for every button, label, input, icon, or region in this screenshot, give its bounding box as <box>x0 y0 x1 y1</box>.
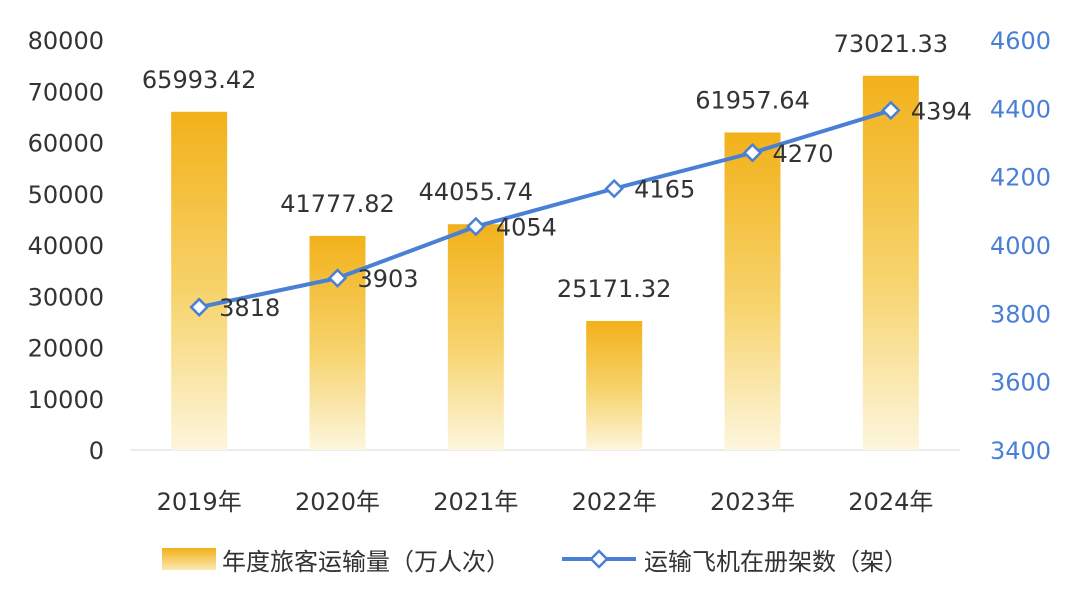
legend-bar-swatch <box>162 548 216 570</box>
line-marker <box>742 142 763 163</box>
y-left-tick-label: 50000 <box>28 181 104 209</box>
y-right-tick-label: 4600 <box>990 27 1051 55</box>
line-data-label: 3818 <box>219 294 280 322</box>
y-left-tick-label: 20000 <box>28 335 104 363</box>
legend-line-label: 运输飞机在册架数（架） <box>644 548 908 576</box>
y-right-tick-label: 3400 <box>990 437 1051 465</box>
bar-data-label: 61957.64 <box>695 86 810 114</box>
line-marker <box>604 178 624 199</box>
line-marker <box>327 268 348 288</box>
bar-data-label: 25171.32 <box>557 275 672 303</box>
x-tick-label: 2021年 <box>433 488 518 516</box>
y-left-tick-label: 80000 <box>28 27 104 55</box>
x-tick-label: 2019年 <box>157 488 242 516</box>
y-right-tick-label: 4400 <box>990 95 1051 123</box>
bar <box>724 132 781 450</box>
y-right-tick-label: 3800 <box>990 300 1051 328</box>
y-left-tick-label: 10000 <box>28 386 104 414</box>
line-marker <box>881 100 901 121</box>
y-right-tick-label: 4200 <box>990 164 1051 192</box>
x-tick-label: 2022年 <box>572 488 657 516</box>
line-series-path <box>198 108 892 310</box>
line-marker <box>189 297 209 317</box>
bar-data-label: 44055.74 <box>419 178 534 206</box>
bar <box>586 320 643 450</box>
bar-data-label: 41777.82 <box>280 190 395 218</box>
bar-data-label: 73021.33 <box>834 30 949 58</box>
y-right-tick-label: 3600 <box>990 369 1051 397</box>
bar <box>171 111 228 450</box>
bar <box>447 224 504 450</box>
x-tick-label: 2024年 <box>848 488 933 516</box>
line-data-label: 4394 <box>911 97 972 125</box>
legend-line-marker <box>589 549 609 569</box>
bar-data-label: 65993.42 <box>142 66 257 94</box>
y-left-tick-label: 70000 <box>28 78 104 106</box>
line-marker <box>466 216 486 237</box>
line-data-label: 4270 <box>773 140 834 168</box>
line-data-label: 4054 <box>496 214 557 242</box>
bar <box>862 75 919 450</box>
legend-bar-label: 年度旅客运输量（万人次） <box>222 548 510 576</box>
x-tick-label: 2020年 <box>295 488 380 516</box>
y-left-tick-label: 40000 <box>28 232 104 260</box>
y-left-tick-label: 0 <box>89 437 104 465</box>
line-data-label: 3903 <box>358 265 419 293</box>
y-left-tick-label: 30000 <box>28 283 104 311</box>
y-right-tick-label: 4000 <box>990 232 1051 260</box>
y-left-tick-label: 60000 <box>28 130 104 158</box>
line-data-label: 4165 <box>634 176 695 204</box>
x-tick-label: 2023年 <box>710 488 795 516</box>
